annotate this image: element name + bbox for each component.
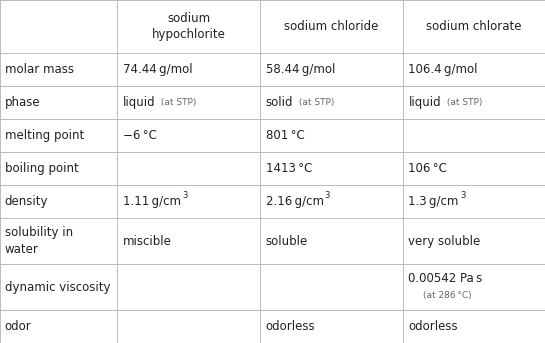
Text: 3: 3 bbox=[182, 191, 187, 200]
Text: boiling point: boiling point bbox=[5, 162, 78, 175]
Text: (at 286 °C): (at 286 °C) bbox=[423, 291, 471, 300]
Text: solid: solid bbox=[265, 96, 293, 109]
Text: 801 °C: 801 °C bbox=[265, 129, 305, 142]
Text: 2.16 g/cm: 2.16 g/cm bbox=[265, 195, 324, 208]
Text: 0.00542 Pa s: 0.00542 Pa s bbox=[408, 272, 483, 285]
Text: sodium chlorate: sodium chlorate bbox=[426, 20, 522, 33]
Text: melting point: melting point bbox=[5, 129, 84, 142]
Text: very soluble: very soluble bbox=[408, 235, 481, 248]
Text: phase: phase bbox=[5, 96, 40, 109]
Text: liquid: liquid bbox=[123, 96, 155, 109]
Text: (at STP): (at STP) bbox=[296, 98, 334, 107]
Text: sodium chloride: sodium chloride bbox=[284, 20, 379, 33]
Text: 3: 3 bbox=[460, 191, 465, 200]
Text: 58.44 g/mol: 58.44 g/mol bbox=[265, 63, 335, 76]
Text: soluble: soluble bbox=[265, 235, 308, 248]
Text: odorless: odorless bbox=[408, 320, 458, 333]
Text: (at STP): (at STP) bbox=[444, 98, 482, 107]
Text: 106.4 g/mol: 106.4 g/mol bbox=[408, 63, 478, 76]
Text: sodium
hypochlorite: sodium hypochlorite bbox=[152, 12, 226, 41]
Text: molar mass: molar mass bbox=[5, 63, 74, 76]
Text: liquid: liquid bbox=[408, 96, 441, 109]
Text: 1413 °C: 1413 °C bbox=[265, 162, 312, 175]
Text: 1.11 g/cm: 1.11 g/cm bbox=[123, 195, 181, 208]
Text: 1.3 g/cm: 1.3 g/cm bbox=[408, 195, 459, 208]
Text: miscible: miscible bbox=[123, 235, 172, 248]
Text: dynamic viscosity: dynamic viscosity bbox=[5, 281, 110, 294]
Text: 3: 3 bbox=[325, 191, 330, 200]
Text: −6 °C: −6 °C bbox=[123, 129, 157, 142]
Text: (at STP): (at STP) bbox=[158, 98, 197, 107]
Text: odorless: odorless bbox=[265, 320, 316, 333]
Text: odor: odor bbox=[5, 320, 32, 333]
Text: solubility in
water: solubility in water bbox=[5, 226, 73, 256]
Text: 106 °C: 106 °C bbox=[408, 162, 447, 175]
Text: 74.44 g/mol: 74.44 g/mol bbox=[123, 63, 192, 76]
Text: density: density bbox=[5, 195, 48, 208]
